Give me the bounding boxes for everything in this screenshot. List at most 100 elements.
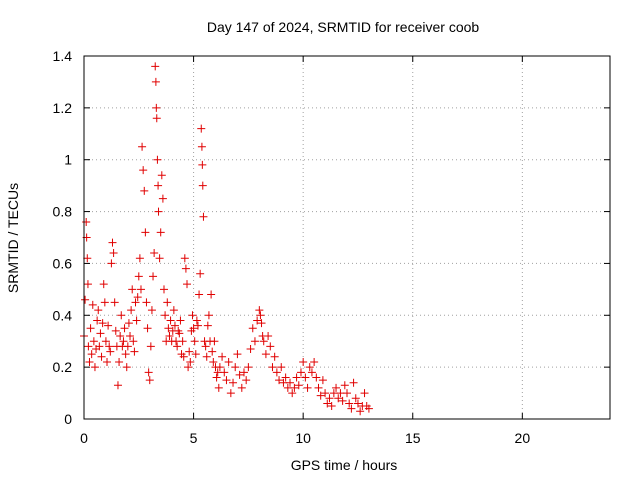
data-point	[192, 316, 201, 325]
data-point	[214, 383, 223, 392]
data-point	[242, 376, 251, 385]
data-point	[191, 350, 200, 359]
data-point	[169, 306, 178, 315]
data-point	[106, 347, 115, 356]
data-point	[345, 399, 354, 408]
data-point	[161, 311, 170, 320]
data-point	[185, 347, 194, 356]
data-point	[84, 342, 93, 351]
data-point	[157, 171, 166, 180]
data-point	[97, 352, 106, 361]
data-point	[136, 285, 145, 294]
data-points	[80, 62, 373, 416]
y-tick-label: 1.4	[53, 48, 73, 64]
data-point	[208, 347, 217, 356]
data-point	[117, 311, 126, 320]
data-point	[141, 228, 150, 237]
data-point	[164, 324, 173, 333]
data-point	[307, 368, 316, 377]
y-tick-label: 0.4	[53, 307, 73, 323]
data-point	[175, 329, 184, 338]
data-point	[181, 264, 190, 273]
data-point	[183, 280, 192, 289]
data-point	[113, 381, 122, 390]
data-point	[248, 324, 257, 333]
data-point	[134, 272, 143, 281]
data-point	[210, 337, 219, 346]
data-point	[281, 373, 290, 382]
data-point	[159, 285, 168, 294]
data-point	[301, 373, 310, 382]
data-point	[120, 324, 129, 333]
data-point	[239, 368, 248, 377]
data-point	[351, 394, 360, 403]
data-point	[270, 352, 279, 361]
y-tick-label: 0.2	[53, 359, 73, 375]
data-point	[209, 357, 218, 366]
x-tick-label: 0	[80, 430, 88, 446]
data-point	[338, 396, 347, 405]
data-point	[215, 363, 224, 372]
data-point	[212, 373, 221, 382]
data-point	[233, 350, 242, 359]
data-point	[165, 332, 174, 341]
data-point	[122, 363, 131, 372]
x-tick-label: 5	[190, 430, 198, 446]
data-point	[144, 368, 153, 377]
data-point	[95, 342, 104, 351]
data-point	[147, 306, 156, 315]
data-point	[231, 363, 240, 372]
data-point	[312, 373, 321, 382]
data-point	[305, 363, 314, 372]
data-point	[235, 370, 244, 379]
data-point	[83, 254, 92, 263]
data-point	[256, 311, 265, 320]
data-point	[237, 383, 246, 392]
data-point	[139, 166, 148, 175]
data-point	[166, 316, 175, 325]
chart-title: Day 147 of 2024, SRMTID for receiver coo…	[207, 19, 480, 35]
data-point	[111, 326, 120, 335]
data-point	[150, 249, 159, 258]
data-point	[81, 295, 90, 304]
data-point	[103, 357, 112, 366]
data-point	[244, 363, 253, 372]
data-point	[154, 181, 163, 190]
data-point	[178, 337, 187, 346]
data-point	[299, 357, 308, 366]
data-point	[127, 306, 136, 315]
plot-frame	[83, 55, 611, 420]
y-axis-label: SRMTID / TECUs	[5, 183, 21, 293]
data-point	[294, 381, 303, 390]
x-axis-label: GPS time / hours	[291, 457, 398, 473]
data-point	[296, 368, 305, 377]
data-point	[85, 357, 94, 366]
grid-layer	[84, 56, 610, 419]
data-point	[314, 383, 323, 392]
data-point	[184, 363, 193, 372]
data-point	[266, 342, 275, 351]
data-point	[288, 389, 297, 398]
data-point	[101, 337, 110, 346]
data-point	[321, 389, 330, 398]
data-point	[145, 376, 154, 385]
data-point	[197, 142, 206, 151]
data-point	[153, 155, 162, 164]
data-point	[155, 254, 164, 263]
data-point	[193, 321, 202, 330]
data-point	[98, 319, 107, 328]
data-point	[261, 350, 270, 359]
data-point	[128, 285, 137, 294]
y-tick-label: 0.6	[53, 255, 73, 271]
data-point	[90, 363, 99, 372]
data-point	[89, 337, 98, 346]
data-point	[323, 399, 332, 408]
data-point	[197, 124, 206, 133]
data-point	[151, 62, 160, 71]
data-point	[343, 389, 351, 398]
data-point	[202, 352, 211, 361]
data-point	[133, 293, 142, 302]
data-point	[110, 298, 119, 307]
data-point	[360, 389, 369, 398]
